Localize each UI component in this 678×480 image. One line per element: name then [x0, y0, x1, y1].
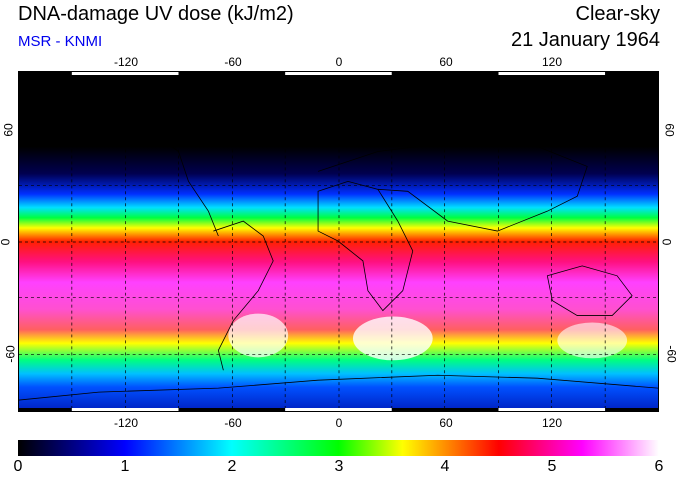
map-date: 21 January 1964 — [510, 29, 660, 51]
lat-tick-right: 60 — [662, 123, 677, 137]
coastline-antarctica — [19, 374, 658, 401]
lon-tick-top: 0 — [335, 55, 343, 69]
coastlines — [19, 129, 658, 401]
lon-tick-bottom: -120 — [113, 416, 139, 430]
lat-tick-left: 60 — [1, 123, 16, 137]
sky-condition: Clear-sky — [575, 3, 660, 25]
coastline-australia — [546, 265, 633, 316]
lon-tick-bottom: 60 — [439, 416, 453, 430]
lon-tick-top: -60 — [224, 55, 242, 69]
colorbar-label: 2 — [227, 458, 237, 475]
lon-tick-bottom: 120 — [541, 416, 563, 430]
map-source: MSR - KNMI — [18, 33, 103, 50]
colorbar — [18, 440, 659, 456]
colorbar-label: 6 — [654, 458, 664, 475]
coastline-south-america — [213, 220, 274, 371]
colorbar-label: 1 — [120, 458, 130, 475]
lon-tick-bottom: 0 — [335, 416, 343, 430]
colorbar-gradient — [18, 440, 659, 456]
coastline-eurasia — [317, 141, 588, 232]
lon-tick-top: 60 — [439, 55, 453, 69]
uv-dose-map — [18, 71, 659, 412]
lon-tick-top: -120 — [113, 55, 139, 69]
map-title: DNA-damage UV dose (kJ/m2) — [18, 3, 294, 25]
colorbar-label: 5 — [547, 458, 557, 475]
coastline-africa — [317, 180, 414, 312]
colorbar-label: 3 — [334, 458, 344, 475]
uv-maximum-africa — [352, 316, 433, 361]
lat-tick-left: 0 — [0, 239, 12, 246]
uv-maximum-australia — [557, 322, 628, 359]
colorbar-label: 4 — [440, 458, 450, 475]
graticule — [19, 72, 658, 411]
lat-tick-right: 0 — [659, 238, 674, 246]
colorbar-label: 0 — [13, 458, 23, 475]
lat-tick-left: -60 — [3, 345, 18, 363]
lon-tick-bottom: -60 — [224, 416, 242, 430]
lat-tick-right: -60 — [664, 345, 678, 363]
lon-tick-top: 120 — [541, 55, 563, 69]
map-frame — [19, 72, 658, 411]
uv-maximum-south-america — [228, 313, 289, 358]
